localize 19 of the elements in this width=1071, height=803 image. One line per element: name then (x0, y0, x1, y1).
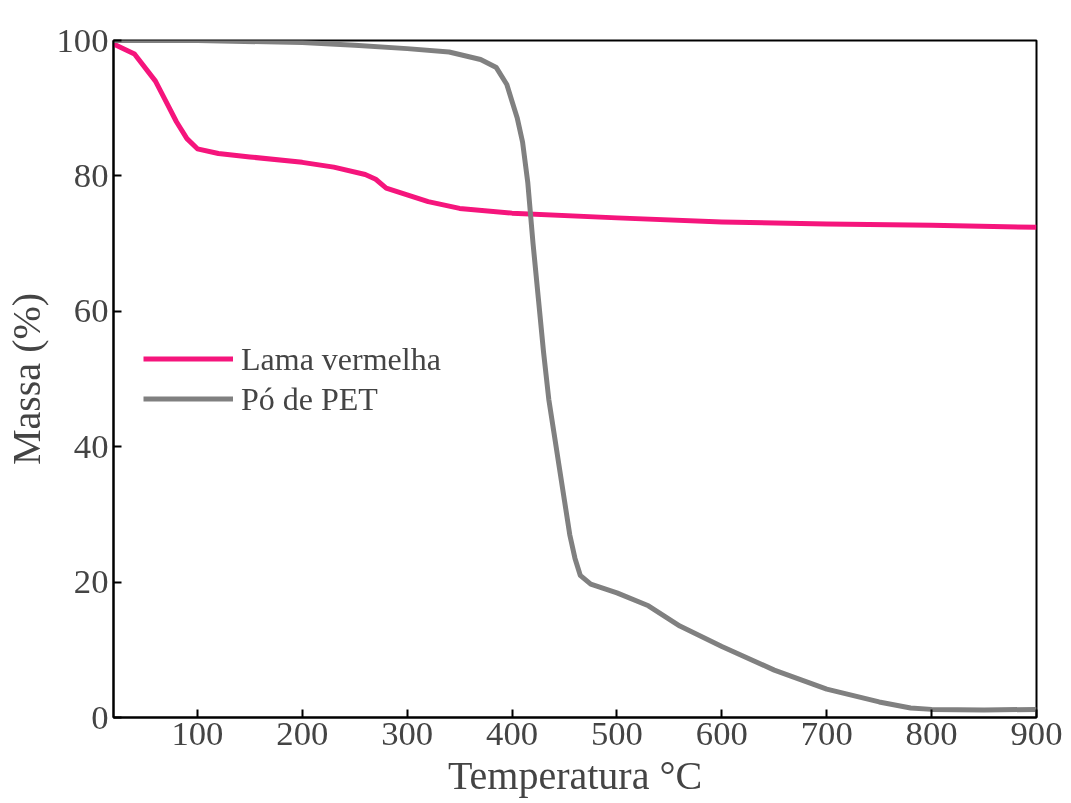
y-axis-title: Massa (%) (3, 292, 49, 466)
legend-label: Lama vermelha (241, 340, 441, 377)
legend-label: Pó de PET (241, 380, 378, 417)
x-tick-label: 900 (1010, 713, 1063, 752)
x-axis-title: Temperatura °C (447, 752, 703, 798)
x-tick-label: 500 (590, 713, 643, 752)
y-tick-label: 0 (91, 697, 109, 736)
x-tick-label: 300 (381, 713, 434, 752)
x-tick-label: 100 (171, 713, 224, 752)
y-tick-label: 60 (73, 291, 109, 330)
x-tick-label: 600 (695, 713, 748, 752)
y-tick-label: 40 (73, 426, 109, 465)
y-tick-label: 80 (73, 155, 109, 194)
y-tick-label: 20 (73, 562, 109, 601)
x-tick-label: 700 (800, 713, 853, 752)
x-tick-label: 200 (276, 713, 329, 752)
y-tick-label: 100 (56, 20, 109, 59)
x-tick-label: 800 (905, 713, 958, 752)
x-tick-label: 400 (486, 713, 539, 752)
